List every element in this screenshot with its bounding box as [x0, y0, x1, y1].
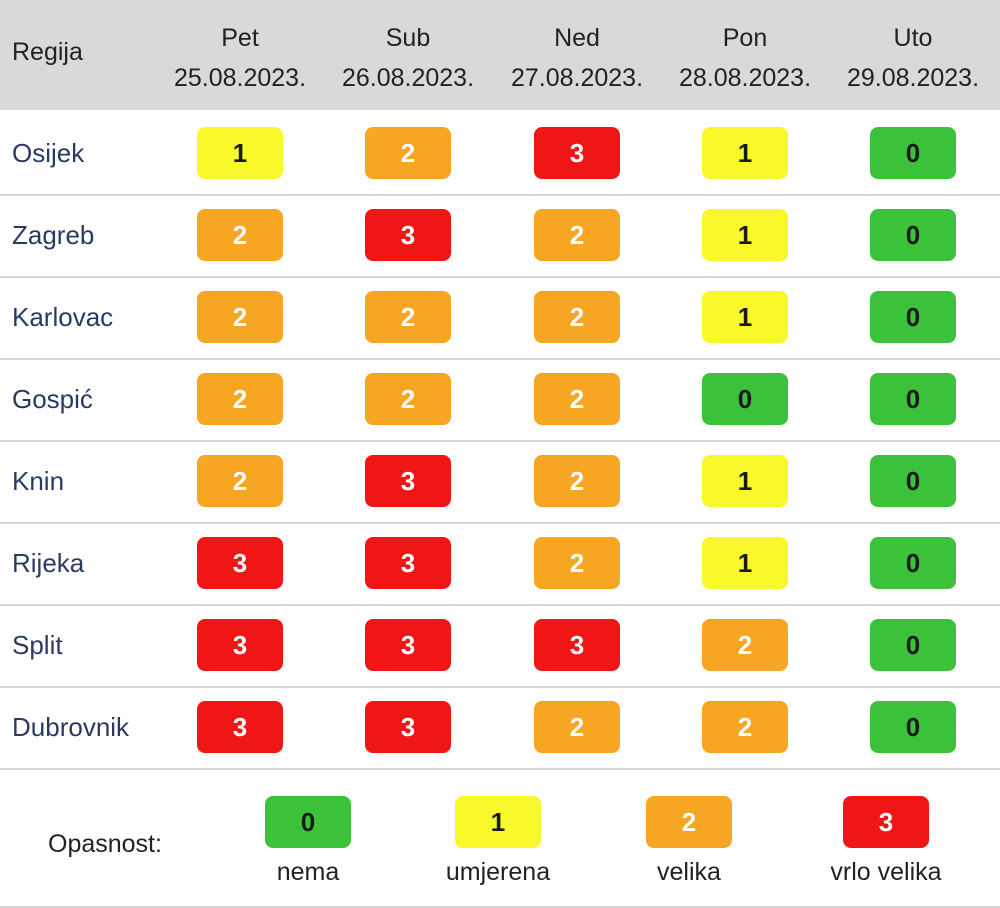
danger-badge: 1	[702, 537, 788, 589]
day-name: Sub	[385, 24, 431, 52]
day-date: 29.08.2023.	[846, 64, 980, 92]
danger-badge: 0	[870, 619, 956, 671]
danger-badge: 0	[870, 701, 956, 753]
table-row: Karlovac 2 2 2 1 0	[0, 276, 1000, 360]
legend-label: nema	[276, 858, 340, 886]
danger-badge: 0	[870, 537, 956, 589]
danger-badge: 0	[870, 127, 956, 179]
day-name: Ned	[554, 24, 600, 52]
day-name: Uto	[893, 24, 933, 52]
danger-badge: 3	[197, 701, 283, 753]
danger-legend: Opasnost: 0 nema 1 umjerena 2 velika 3 v…	[0, 772, 1000, 908]
danger-badge: 2	[702, 701, 788, 753]
danger-badge: 2	[365, 291, 451, 343]
header-region-label: Regija	[12, 38, 83, 66]
danger-badge: 3	[365, 537, 451, 589]
day-date: 25.08.2023.	[173, 64, 307, 92]
danger-badge: 2	[534, 373, 620, 425]
danger-badge: 1	[702, 291, 788, 343]
danger-badge: 2	[534, 537, 620, 589]
day-name: Pon	[722, 24, 768, 52]
danger-badge: 0	[870, 373, 956, 425]
legend-label: velika	[657, 858, 721, 886]
table-row: Split 3 3 3 2 0	[0, 604, 1000, 688]
region-link-split[interactable]: Split	[12, 630, 63, 660]
danger-badge: 2	[534, 209, 620, 261]
legend-title: Opasnost:	[48, 830, 162, 858]
table-row: Dubrovnik 3 3 2 2 0	[0, 686, 1000, 770]
legend-label: umjerena	[445, 858, 551, 886]
danger-badge: 3	[197, 619, 283, 671]
legend-badge: 3	[843, 796, 929, 848]
day-name: Pet	[221, 24, 259, 52]
danger-badge: 3	[534, 127, 620, 179]
danger-badge: 2	[534, 455, 620, 507]
legend-item-high: 2 velika	[589, 796, 789, 887]
danger-badge: 2	[365, 127, 451, 179]
header-day-1: Pet 25.08.2023.	[155, 18, 325, 98]
header-day-3: Ned 27.08.2023.	[492, 18, 662, 98]
danger-badge: 3	[365, 701, 451, 753]
danger-badge: 0	[870, 455, 956, 507]
legend-label: vrlo velika	[830, 858, 942, 886]
legend-item-moderate: 1 umjerena	[398, 796, 598, 887]
danger-badge: 3	[197, 537, 283, 589]
header-day-5: Uto 29.08.2023.	[828, 18, 998, 98]
legend-item-none: 0 nema	[208, 796, 408, 887]
region-link-zagreb[interactable]: Zagreb	[12, 220, 95, 250]
header-day-2: Sub 26.08.2023.	[323, 18, 493, 98]
header-day-4: Pon 28.08.2023.	[660, 18, 830, 98]
table-row: Zagreb 2 3 2 1 0	[0, 194, 1000, 278]
danger-badge: 2	[197, 291, 283, 343]
danger-badge: 2	[534, 701, 620, 753]
table-header: Regija Pet 25.08.2023. Sub 26.08.2023. N…	[0, 0, 1000, 110]
region-link-gospic[interactable]: Gospić	[12, 384, 93, 414]
table-row: Knin 2 3 2 1 0	[0, 440, 1000, 524]
danger-badge: 3	[365, 455, 451, 507]
legend-badge: 1	[455, 796, 541, 848]
day-date: 27.08.2023.	[510, 64, 644, 92]
danger-badge: 2	[365, 373, 451, 425]
danger-badge: 2	[197, 373, 283, 425]
danger-badge: 0	[702, 373, 788, 425]
region-link-dubrovnik[interactable]: Dubrovnik	[12, 712, 130, 742]
danger-badge: 2	[197, 209, 283, 261]
danger-badge: 2	[534, 291, 620, 343]
day-date: 28.08.2023.	[678, 64, 812, 92]
danger-badge: 3	[365, 619, 451, 671]
danger-badge: 0	[870, 291, 956, 343]
day-date: 26.08.2023.	[341, 64, 475, 92]
danger-badge: 2	[197, 455, 283, 507]
legend-badge: 0	[265, 796, 351, 848]
table-row: Rijeka 3 3 2 1 0	[0, 522, 1000, 606]
table-row: Gospić 2 2 2 0 0	[0, 358, 1000, 442]
danger-badge: 3	[365, 209, 451, 261]
table-row: Osijek 1 2 3 1 0	[0, 112, 1000, 196]
legend-item-very-high: 3 vrlo velika	[786, 796, 986, 887]
danger-badge: 2	[702, 619, 788, 671]
region-link-rijeka[interactable]: Rijeka	[12, 548, 85, 578]
region-link-osijek[interactable]: Osijek	[12, 138, 85, 168]
danger-badge: 1	[702, 209, 788, 261]
region-link-knin[interactable]: Knin	[12, 466, 65, 496]
legend-badge: 2	[646, 796, 732, 848]
danger-badge: 1	[702, 455, 788, 507]
danger-badge: 1	[197, 127, 283, 179]
danger-badge: 3	[534, 619, 620, 671]
danger-badge: 0	[870, 209, 956, 261]
region-link-karlovac[interactable]: Karlovac	[12, 302, 114, 332]
danger-badge: 1	[702, 127, 788, 179]
